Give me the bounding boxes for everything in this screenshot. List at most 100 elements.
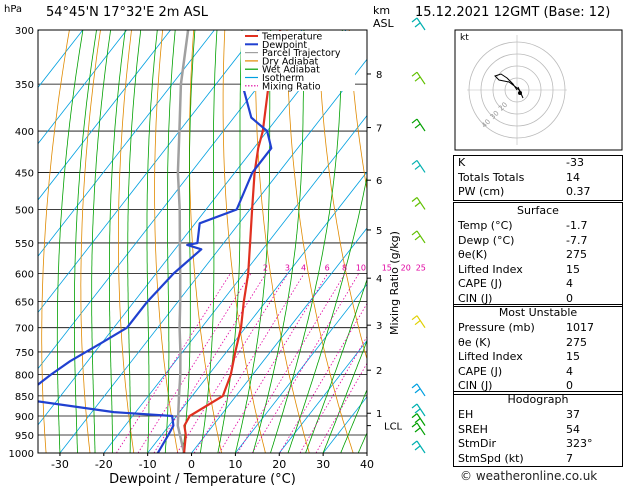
index-value: 15	[566, 262, 580, 276]
mixing-ratio-line	[193, 273, 305, 453]
legend-label: Isotherm	[262, 73, 304, 84]
index-value: 7	[566, 451, 573, 465]
index-value: -7.7	[566, 233, 588, 247]
wind-barb-staff	[416, 440, 426, 454]
index-label: StmSpd (kt)	[458, 451, 524, 465]
indices-top-table: K -33 Totals Totals 14 PW (cm) 0.37	[453, 155, 623, 201]
wind-barb	[411, 197, 426, 210]
dry-adiabat-line	[118, 30, 135, 453]
index-row: Temp (°C) -1.7	[454, 219, 622, 234]
mixing-ratio-line	[153, 273, 267, 453]
index-row: Lifted Index 15	[454, 263, 622, 278]
wind-barb-flag	[414, 427, 421, 433]
mixing-ratio-line	[218, 273, 329, 453]
wind-barb-staff	[416, 315, 426, 329]
index-value: 4	[566, 364, 573, 378]
wind-barb-flag	[411, 383, 418, 389]
index-label: CIN (J)	[458, 379, 493, 392]
wind-barb	[411, 17, 426, 31]
index-label: Pressure (mb)	[458, 321, 535, 334]
wet-adiabat-line	[217, 30, 243, 453]
hodograph-trace	[494, 73, 522, 93]
wet-adiabat-line	[182, 30, 196, 453]
wind-barb-flag	[411, 413, 418, 419]
hodograph-ring-label: 40	[480, 118, 492, 130]
wet-adiabat-line	[287, 174, 367, 453]
wind-barb-flag	[411, 440, 418, 446]
mixing-ratio-line	[279, 302, 367, 453]
index-row: θe(K) 275	[454, 248, 622, 263]
index-row: Dewp (°C) -7.7	[454, 234, 622, 249]
hodograph-unit: kt	[460, 33, 469, 43]
lcl-label: LCL	[384, 422, 403, 433]
temp-tick-label: -20	[95, 458, 113, 471]
index-row: Lifted Index 15	[454, 350, 622, 365]
dry-adiabat-line	[286, 30, 354, 453]
index-label: Lifted Index	[458, 262, 523, 276]
temp-tick-label: 20	[272, 458, 286, 471]
wind-barb	[411, 315, 426, 329]
isotherm-line	[38, 30, 127, 145]
hodograph-ring-label: 20	[497, 101, 509, 113]
index-row: CAPE (J) 4	[454, 365, 622, 380]
dry-adiabat-line	[255, 30, 310, 453]
wind-barb	[411, 383, 426, 397]
table-section-title: Surface	[517, 204, 559, 217]
index-row: SREH 54	[454, 423, 622, 438]
pressure-tick-label: 800	[15, 371, 34, 382]
pressure-tick-label: 750	[15, 348, 34, 359]
legend-box	[241, 31, 355, 91]
wind-barb-staff	[416, 160, 426, 173]
pressure-unit-label: hPa	[4, 4, 23, 15]
index-value: 0.37	[566, 185, 591, 198]
datetime-title: 15.12.2021 12GMT (Base: 12)	[415, 5, 611, 20]
index-value: 0	[566, 379, 573, 392]
isotherm-line	[38, 30, 215, 257]
index-label: Temp (°C)	[458, 219, 513, 232]
wet-adiabat-line	[146, 30, 158, 453]
index-label: PW (cm)	[458, 185, 505, 198]
dry-adiabat-line	[41, 30, 70, 453]
wind-barb-flag	[414, 445, 421, 451]
pressure-tick-label: 600	[15, 270, 34, 281]
index-label: θe(K)	[458, 248, 488, 261]
index-row: Totals Totals 14	[454, 171, 622, 186]
legend-label: Dry Adiabat	[262, 56, 319, 67]
pressure-tick-label: 450	[15, 168, 34, 179]
wind-barb-flag	[411, 315, 418, 321]
isotherm-line	[38, 30, 303, 370]
pressure-tick-label: 500	[15, 205, 34, 216]
mixing-ratio-label: 6	[325, 264, 330, 273]
legend-label: Mixing Ratio	[262, 81, 321, 92]
dry-adiabat-line	[188, 30, 222, 453]
wind-barb-staff	[416, 71, 426, 85]
index-label: θe (K)	[458, 335, 491, 349]
wind-barb-flag	[414, 320, 421, 326]
table-section-title: Most Unstable	[498, 306, 578, 319]
wet-adiabat-line	[109, 30, 126, 453]
index-value: 14	[566, 170, 580, 184]
wind-barb	[411, 413, 426, 426]
index-label: StmDir	[458, 437, 497, 450]
pressure-tick-label: 700	[15, 324, 34, 335]
wind-barb-staff	[416, 17, 426, 31]
legend-label: Wet Adiabat	[262, 65, 320, 76]
index-row: Pressure (mb) 1017	[454, 321, 622, 336]
index-row: CIN (J) 0	[454, 379, 622, 394]
pressure-tick-label: 300	[15, 26, 34, 37]
dry-adiabat-line	[222, 30, 266, 453]
wet-adiabat-line	[91, 30, 111, 453]
pressure-tick-label: 850	[15, 392, 34, 403]
index-label: CAPE (J)	[458, 364, 503, 378]
wind-barb-flag	[414, 22, 421, 28]
wind-barb	[411, 440, 426, 454]
index-row: CAPE (J) 4	[454, 277, 622, 292]
copyright-text: © weatheronline.co.uk	[460, 469, 598, 483]
temp-tick-label: 40	[360, 458, 374, 471]
dry-adiabat-line	[154, 30, 179, 453]
mixing-ratio-label: 15	[382, 264, 392, 273]
wet-adiabat-line	[270, 30, 343, 453]
mixing-ratio-line	[176, 273, 289, 453]
wind-barb-flag	[411, 230, 418, 236]
